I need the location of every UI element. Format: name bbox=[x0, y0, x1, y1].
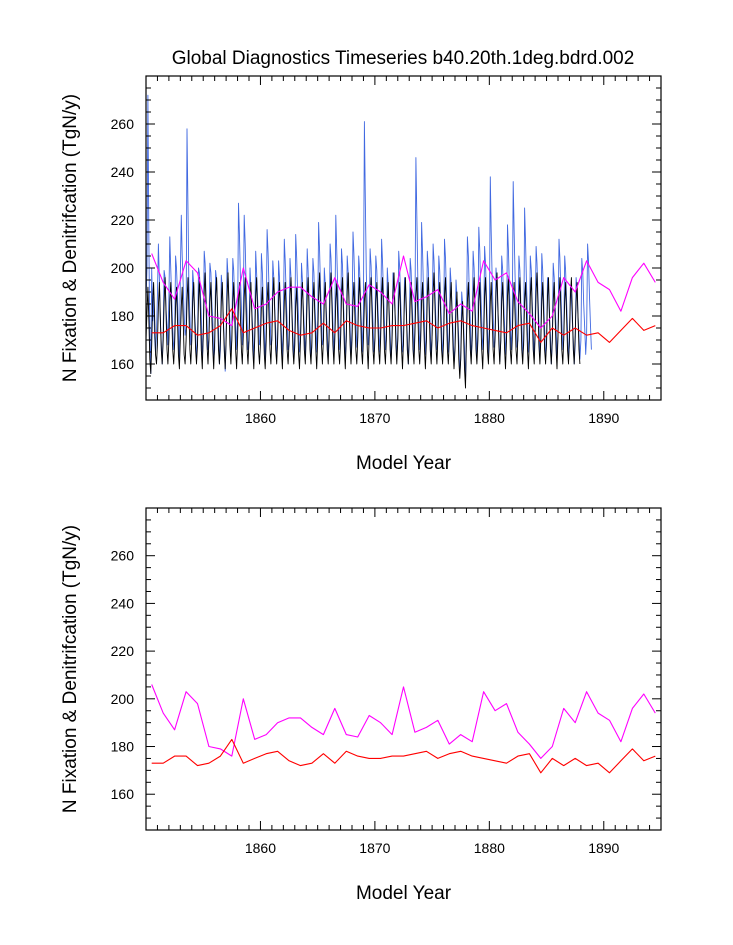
y-tick-label: 160 bbox=[111, 786, 135, 802]
y-tick-label: 180 bbox=[111, 308, 135, 324]
x-tick-label: 1880 bbox=[474, 410, 505, 426]
y-axis-label: N Fixation & Denitrifcation (TgN/y) bbox=[60, 525, 81, 813]
plot-frame bbox=[145, 75, 662, 401]
y-tick-label: 240 bbox=[111, 164, 135, 180]
x-tick-label: 1870 bbox=[359, 840, 390, 856]
x-tick-label: 1860 bbox=[245, 840, 276, 856]
y-axis-label: N Fixation & Denitrifcation (TgN/y) bbox=[60, 94, 81, 382]
plot-frame bbox=[145, 507, 662, 831]
series-annual-fixation bbox=[151, 253, 656, 329]
x-axis-label: Model Year bbox=[356, 883, 452, 904]
x-tick-label: 1890 bbox=[588, 410, 619, 426]
chart-title: Global Diagnostics Timeseries b40.20th.1… bbox=[172, 48, 635, 69]
series-group bbox=[146, 94, 656, 389]
y-tick-label: 200 bbox=[111, 691, 135, 707]
y-tick-label: 220 bbox=[111, 643, 135, 659]
bottom-panel: 1860 1870 1880 1890 160 180 200 220 240 260 Model … bbox=[60, 507, 662, 904]
series-group bbox=[151, 684, 656, 774]
series-monthly-denitrification bbox=[146, 272, 581, 389]
x-tick-label: 1880 bbox=[474, 840, 505, 856]
y-tick-label: 160 bbox=[111, 356, 135, 372]
x-tick-label: 1870 bbox=[359, 410, 390, 426]
series-annual-denitrification bbox=[151, 308, 656, 343]
y-tick-label: 220 bbox=[111, 212, 135, 228]
y-tick-label: 260 bbox=[111, 548, 135, 564]
y-tick-label: 260 bbox=[111, 116, 135, 132]
series-annual-fixation bbox=[151, 684, 656, 759]
y-tick-label: 180 bbox=[111, 739, 135, 755]
y-tick-label: 200 bbox=[111, 260, 135, 276]
x-axis-label: Model Year bbox=[356, 453, 452, 474]
x-tick-label: 1860 bbox=[245, 410, 276, 426]
x-tick-label: 1890 bbox=[588, 840, 619, 856]
series-annual-denitrification bbox=[151, 738, 656, 774]
top-panel: 1860 1870 1880 1890 160 180 200 220 240 260 Model … bbox=[60, 75, 662, 474]
y-tick-label: 240 bbox=[111, 595, 135, 611]
